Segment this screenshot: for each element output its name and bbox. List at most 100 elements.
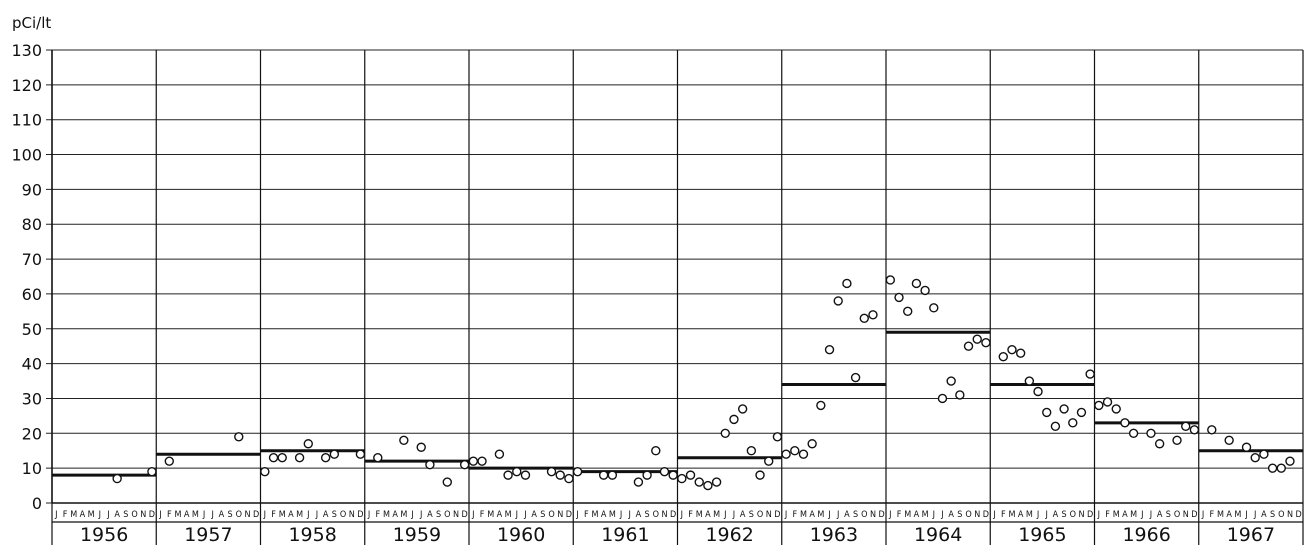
data-point — [1241, 442, 1252, 452]
month-label: N — [974, 510, 980, 520]
data-point — [868, 310, 878, 320]
data-point — [755, 470, 765, 480]
month-label: A — [740, 510, 746, 520]
month-label: S — [645, 510, 650, 520]
month-label: F — [1001, 510, 1006, 520]
data-point — [607, 470, 618, 480]
data-point — [1120, 418, 1130, 428]
month-label: O — [757, 510, 763, 520]
month-label: M — [1008, 510, 1015, 520]
data-point — [833, 296, 843, 306]
month-label: A — [497, 510, 503, 520]
month-label: S — [853, 510, 858, 520]
month-label: M — [1130, 510, 1137, 520]
month-label: D — [879, 510, 885, 520]
month-label: S — [957, 510, 962, 520]
month-label: A — [844, 510, 850, 520]
data-point — [920, 285, 930, 296]
data-point — [694, 477, 704, 487]
data-point — [807, 439, 817, 449]
month-label: M — [174, 510, 181, 520]
data-point — [520, 470, 531, 480]
month-label: O — [965, 510, 971, 520]
month-label: A — [531, 510, 537, 520]
data-point — [946, 376, 956, 386]
data-point — [703, 480, 713, 491]
month-label: A — [323, 510, 329, 520]
month-label: A — [1261, 510, 1267, 520]
data-point — [512, 466, 522, 477]
data-point — [1007, 344, 1017, 355]
month-label: M — [505, 510, 512, 520]
data-point — [685, 470, 696, 480]
month-label: D — [1087, 510, 1093, 520]
month-label: M — [817, 510, 824, 520]
data-point — [546, 466, 557, 477]
month-label: D — [357, 510, 363, 520]
month-label: D — [774, 510, 780, 520]
data-point — [659, 466, 670, 477]
data-point — [477, 456, 487, 466]
data-point — [937, 393, 948, 404]
data-point — [668, 470, 678, 480]
data-point — [798, 449, 809, 459]
month-label: A — [114, 510, 120, 520]
data-point — [1059, 404, 1069, 414]
y-tick-label: 10 — [22, 459, 42, 478]
data-point — [1172, 435, 1182, 445]
month-label: A — [1122, 510, 1128, 520]
month-label: F — [167, 510, 172, 520]
month-label: F — [63, 510, 68, 520]
month-label: J — [471, 510, 474, 520]
month-label: A — [1018, 510, 1024, 520]
data-point — [1250, 453, 1260, 463]
month-label: J — [680, 510, 683, 520]
y-tick-label: 0 — [32, 494, 42, 513]
month-label: A — [705, 510, 711, 520]
data-point — [277, 453, 287, 463]
month-label: N — [661, 510, 667, 520]
month-label: J — [1149, 510, 1152, 520]
year-label: 1961 — [601, 524, 649, 546]
data-point — [1146, 428, 1156, 439]
month-label: J — [888, 510, 891, 520]
month-label: J — [1140, 510, 1143, 520]
year-label: 1964 — [914, 524, 962, 546]
data-point — [399, 435, 409, 445]
data-point — [1094, 400, 1104, 411]
data-point — [329, 449, 340, 459]
month-label: D — [566, 510, 572, 520]
year-label: 1967 — [1227, 524, 1275, 546]
data-point — [972, 334, 982, 344]
month-label: J — [211, 510, 214, 520]
month-label: J — [836, 510, 839, 520]
month-label: S — [228, 510, 233, 520]
month-label: O — [131, 510, 137, 520]
year-label: 1956 — [80, 524, 128, 546]
y-tick-label: 70 — [22, 250, 42, 269]
month-label: J — [106, 510, 109, 520]
month-label: J — [54, 510, 57, 520]
month-label: M — [1217, 510, 1224, 520]
data-point — [1050, 421, 1061, 432]
month-label: J — [263, 510, 266, 520]
month-label: M — [88, 510, 95, 520]
y-axis-label: pCi/lt — [12, 14, 51, 32]
month-label: O — [340, 510, 346, 520]
month-label: J — [515, 510, 518, 520]
month-label: A — [184, 510, 190, 520]
data-point — [1276, 463, 1286, 473]
month-label: N — [1078, 510, 1084, 520]
data-point — [1154, 439, 1165, 449]
month-label: M — [70, 510, 77, 520]
month-label: J — [410, 510, 413, 520]
month-label: A — [1053, 510, 1059, 520]
month-label: O — [236, 510, 242, 520]
month-label: O — [1174, 510, 1180, 520]
data-point — [1111, 404, 1121, 414]
data-point — [1085, 369, 1095, 379]
month-label: M — [591, 510, 598, 520]
data-point — [164, 456, 174, 466]
year-label: 1965 — [1018, 524, 1066, 546]
